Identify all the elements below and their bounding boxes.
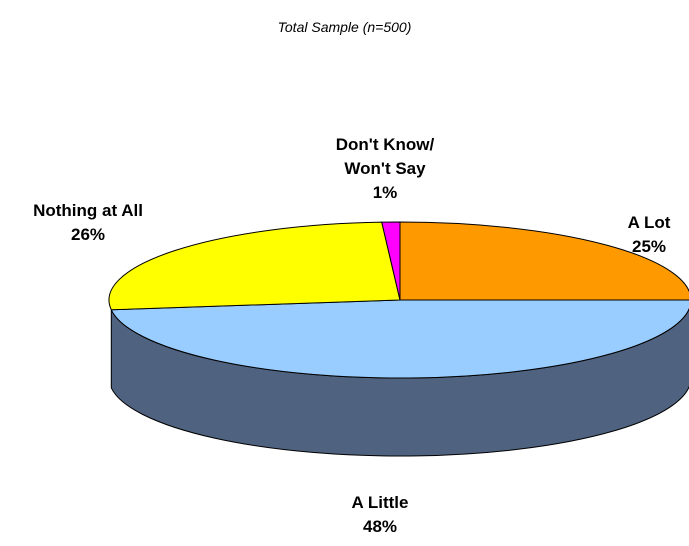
pie-slice-a-lot	[399, 221, 689, 301]
label-a-little-name: A Little	[351, 493, 409, 512]
label-nothing-at-all-name: Nothing at All	[33, 201, 143, 220]
label-a-little-value: 48%	[362, 517, 398, 536]
pie-slice-dont-know	[381, 221, 401, 301]
label-a-little: A Little 48%	[320, 491, 440, 539]
label-a-lot-name: A Lot	[627, 213, 671, 232]
label-a-lot: A Lot 25%	[616, 211, 682, 259]
chart-title: Total Sample (n=500)	[277, 19, 412, 35]
label-nothing-at-all: Nothing at All 26%	[8, 199, 168, 247]
label-nothing-at-all-value: 26%	[70, 225, 106, 244]
pie-slice-nothing-at-all	[108, 221, 401, 311]
label-dont-know-line1: Don't Know/	[335, 135, 435, 154]
label-dont-know-value: 1%	[372, 183, 398, 202]
label-dont-know: Don't Know/ Won't Say 1%	[300, 133, 470, 205]
label-a-lot-value: 25%	[631, 237, 667, 256]
label-dont-know-line2: Won't Say	[344, 159, 426, 178]
pie-slice-a-little	[110, 299, 689, 379]
